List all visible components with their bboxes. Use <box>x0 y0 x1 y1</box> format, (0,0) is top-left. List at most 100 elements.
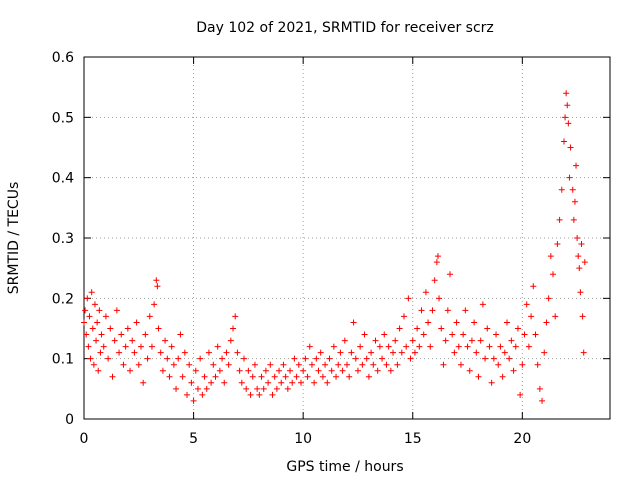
data-point <box>199 391 206 398</box>
data-point <box>563 90 570 97</box>
data-point <box>514 325 521 332</box>
data-point <box>554 241 561 248</box>
data-points <box>81 90 588 404</box>
data-point <box>361 331 368 338</box>
data-point <box>306 343 313 350</box>
data-point <box>579 313 586 320</box>
x-tick-label: 10 <box>294 431 312 447</box>
data-point <box>562 114 569 121</box>
data-point <box>258 373 265 380</box>
data-point <box>212 373 219 380</box>
data-point <box>493 331 500 338</box>
data-point <box>354 367 361 374</box>
data-point <box>574 235 581 241</box>
data-point <box>240 355 247 362</box>
data-point <box>348 349 355 356</box>
data-point <box>267 361 274 368</box>
data-point <box>550 271 557 278</box>
data-point <box>525 343 532 350</box>
data-point <box>194 385 201 392</box>
data-point <box>431 277 438 284</box>
data-point <box>260 385 267 392</box>
data-point <box>140 379 147 386</box>
data-point <box>175 355 182 362</box>
y-tick-label: 0.6 <box>52 50 74 66</box>
data-point <box>225 361 232 368</box>
data-point <box>243 385 250 392</box>
data-point <box>497 343 504 350</box>
data-point <box>532 331 539 338</box>
data-point <box>379 355 386 362</box>
data-point <box>547 253 554 260</box>
data-point <box>249 373 256 380</box>
data-point <box>227 337 234 344</box>
data-point <box>269 391 276 398</box>
data-point <box>282 373 289 380</box>
data-point <box>580 349 587 356</box>
data-point <box>425 319 432 326</box>
data-point <box>394 361 401 368</box>
data-point <box>482 355 489 362</box>
data-point <box>427 343 434 350</box>
data-point <box>528 313 535 320</box>
data-point <box>208 379 215 386</box>
data-point <box>90 361 97 368</box>
x-tick-label: 0 <box>80 431 89 447</box>
data-point <box>464 343 471 350</box>
data-point <box>280 361 287 368</box>
data-point <box>273 385 280 392</box>
data-point <box>247 391 254 398</box>
data-point <box>565 120 572 127</box>
data-point <box>488 379 495 386</box>
data-point <box>575 253 582 260</box>
data-point <box>567 144 574 151</box>
data-point <box>100 343 107 350</box>
y-tick-label: 0.1 <box>52 352 74 368</box>
data-point <box>490 355 497 362</box>
data-point <box>302 355 309 362</box>
data-point <box>486 343 493 350</box>
data-point <box>387 367 394 374</box>
x-tick-label: 5 <box>189 431 198 447</box>
data-point <box>81 319 87 326</box>
data-point <box>390 349 397 356</box>
data-point <box>131 349 138 356</box>
data-point <box>400 313 407 320</box>
data-point <box>324 379 331 386</box>
data-point <box>457 361 464 368</box>
data-point <box>392 337 399 344</box>
data-point <box>85 343 92 350</box>
data-point <box>422 289 429 296</box>
data-point <box>245 367 252 374</box>
data-point <box>107 325 114 332</box>
data-point <box>190 397 197 404</box>
grid-lines <box>84 57 610 419</box>
data-point <box>577 289 584 296</box>
data-point <box>146 313 153 320</box>
data-point <box>153 277 160 284</box>
y-tick-label: 0.3 <box>52 231 74 247</box>
data-point <box>569 186 576 193</box>
data-point <box>420 331 427 338</box>
y-tick-labels: 0 0.1 0.2 0.3 0.4 0.5 0.6 <box>52 50 74 428</box>
data-point <box>350 319 357 326</box>
data-point <box>162 337 169 344</box>
data-point <box>84 295 91 302</box>
data-point <box>523 301 530 308</box>
data-point <box>295 361 302 368</box>
data-point <box>91 301 98 308</box>
data-point <box>453 319 460 326</box>
y-axis-label: SRMTID / TECUs <box>6 182 22 295</box>
data-point <box>133 319 140 326</box>
data-point <box>97 349 104 356</box>
data-point <box>291 355 298 362</box>
data-point <box>473 349 480 356</box>
axis-ticks <box>83 56 610 420</box>
data-point <box>315 367 322 374</box>
data-point <box>151 301 158 308</box>
data-point <box>120 361 127 368</box>
data-point <box>135 361 142 368</box>
data-point <box>381 331 388 338</box>
